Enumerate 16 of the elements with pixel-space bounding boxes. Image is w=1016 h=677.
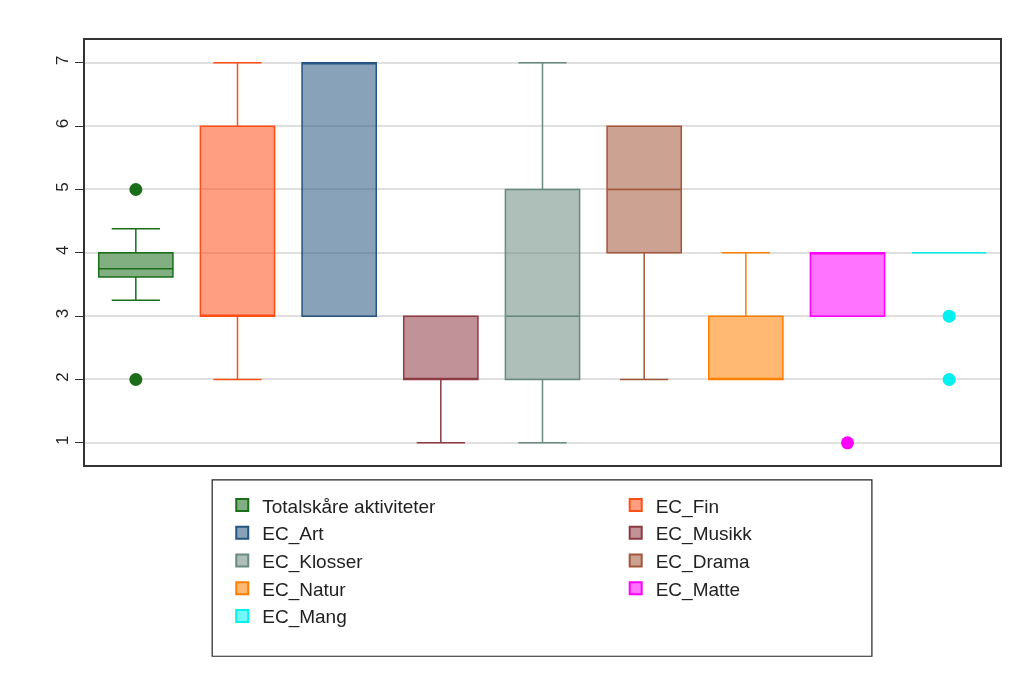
- legend-label: EC_Mang: [262, 606, 347, 629]
- legend-label: Totalskåre aktiviteter: [262, 495, 437, 517]
- legend-label: EC_Drama: [655, 550, 751, 573]
- y-tick-label: 1: [53, 435, 73, 446]
- y-tick-label: 4: [53, 245, 73, 255]
- legend-label: EC_Klosser: [262, 550, 364, 573]
- y-tick-label: 5: [53, 182, 73, 192]
- y-tick-label: 2: [53, 372, 73, 382]
- legend-label: EC_Fin: [655, 495, 720, 518]
- legend-label: EC_Art: [262, 523, 325, 546]
- legend-label: EC_Musikk: [655, 523, 753, 546]
- legend-label: EC_Matte: [655, 578, 741, 601]
- y-tick-label: 3: [53, 308, 73, 319]
- y-tick-label: 7: [53, 55, 73, 65]
- y-tick-label: 6: [53, 118, 73, 129]
- legend-label: EC_Natur: [262, 578, 347, 601]
